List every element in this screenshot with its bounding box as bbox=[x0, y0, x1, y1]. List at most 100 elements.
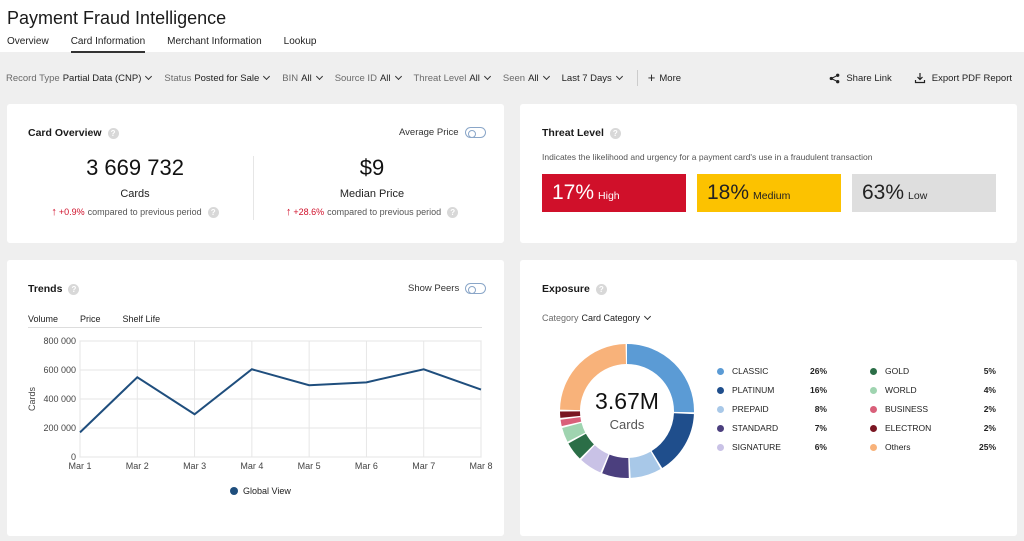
threat-percent: 18% bbox=[707, 181, 750, 204]
legend-label: WORLD bbox=[885, 385, 917, 395]
legend-percent: 2% bbox=[983, 423, 996, 433]
card-overview-title: Card Overview ? bbox=[28, 127, 119, 139]
export-pdf-button[interactable]: Export PDF Report bbox=[914, 72, 1012, 84]
arrow-up-icon: ↑ bbox=[285, 206, 292, 218]
category-dropdown[interactable]: Category Card Category bbox=[542, 312, 652, 323]
filter-date-range[interactable]: Last 7 Days bbox=[562, 72, 623, 84]
median-price-delta: ↑ +28.6% compared to previous period ? bbox=[257, 206, 487, 218]
legend-dot bbox=[717, 386, 724, 394]
help-icon[interactable]: ? bbox=[447, 206, 459, 218]
threat-label: High bbox=[598, 190, 620, 202]
trends-subtabs: Volume Price Shelf Life bbox=[28, 314, 182, 328]
donut-slice[interactable] bbox=[560, 344, 694, 478]
threat-high-box: 17% High bbox=[542, 174, 686, 212]
filter-value: Partial Data (CNP) bbox=[62, 72, 142, 84]
trends-panel bbox=[7, 260, 504, 536]
help-icon[interactable]: ? bbox=[207, 206, 219, 218]
help-icon[interactable]: ? bbox=[609, 127, 621, 139]
subtab-shelf-life[interactable]: Shelf Life bbox=[122, 314, 161, 324]
filter-bin[interactable]: BIN All bbox=[282, 73, 323, 84]
y-axis-label: Cards bbox=[27, 387, 37, 412]
toggle-switch[interactable] bbox=[465, 283, 487, 294]
donut-center-label: Cards bbox=[609, 417, 645, 432]
threat-label: Low bbox=[908, 190, 928, 202]
legend-item: STANDARD bbox=[717, 423, 778, 433]
median-price-metric: $9 Median Price ↑ +28.6% compared to pre… bbox=[257, 155, 487, 218]
more-filters-button[interactable]: + More bbox=[647, 70, 682, 85]
toggle-switch[interactable] bbox=[464, 127, 486, 138]
legend-percent: 8% bbox=[814, 404, 827, 414]
filter-record-type[interactable]: Record Type Partial Data (CNP) bbox=[6, 72, 153, 84]
filter-label: Seen bbox=[502, 72, 526, 84]
threat-level-title: Threat Level ? bbox=[542, 127, 621, 139]
chevron-down-icon bbox=[615, 72, 623, 81]
subtab-price[interactable]: Price bbox=[80, 314, 101, 324]
donut-slice[interactable] bbox=[560, 344, 694, 478]
legend-label: Others bbox=[885, 442, 911, 452]
share-link-button[interactable]: Share Link bbox=[829, 72, 892, 84]
filter-value: All bbox=[379, 72, 391, 84]
threat-percent: 17% bbox=[552, 181, 595, 204]
legend-percent: 5% bbox=[983, 366, 996, 376]
filter-bar: Record Type Partial Data (CNP) Status Po… bbox=[0, 60, 1024, 96]
legend-item: Others bbox=[870, 442, 911, 452]
app-title: Payment Fraud Intelligence bbox=[7, 8, 227, 28]
median-price-label: Median Price bbox=[339, 188, 405, 200]
share-link-label: Share Link bbox=[846, 72, 892, 84]
export-pdf-label: Export PDF Report bbox=[931, 72, 1012, 84]
trends-title: Trends ? bbox=[28, 283, 80, 295]
legend-dot bbox=[870, 424, 877, 432]
arrow-up-icon: ↑ bbox=[51, 206, 57, 218]
show-peers-toggle: Show Peers bbox=[408, 283, 487, 294]
chevron-down-icon bbox=[542, 72, 550, 81]
filter-value: Posted for Sale bbox=[194, 72, 260, 84]
x-tick-label: Mar 3 bbox=[183, 461, 206, 471]
chevron-down-icon bbox=[145, 72, 153, 81]
legend-marker bbox=[230, 487, 238, 495]
tab-merchant-information[interactable]: Merchant Information bbox=[167, 36, 262, 47]
filter-seen[interactable]: Seen All bbox=[502, 72, 550, 84]
subtab-volume[interactable]: Volume bbox=[28, 314, 59, 328]
divider bbox=[636, 70, 638, 86]
chevron-down-icon bbox=[483, 72, 491, 81]
cards-value: 3 669 732 bbox=[86, 155, 184, 180]
legend-dot bbox=[870, 367, 877, 375]
x-tick-label: Mar 5 bbox=[298, 461, 321, 471]
legend-label: PREPAID bbox=[732, 404, 769, 414]
legend-dot bbox=[870, 386, 877, 394]
legend-label: SIGNATURE bbox=[732, 442, 781, 452]
x-tick-label: Mar 6 bbox=[355, 461, 378, 471]
y-tick-label: 600 000 bbox=[43, 365, 76, 375]
legend-dot bbox=[870, 443, 877, 451]
legend-dot bbox=[717, 443, 724, 451]
legend-percent: 26% bbox=[809, 366, 827, 376]
filter-source-id[interactable]: Source ID All bbox=[335, 72, 402, 84]
legend-percent: 7% bbox=[814, 423, 827, 433]
filter-status[interactable]: Status Posted for Sale bbox=[164, 72, 271, 84]
median-price-value: $9 bbox=[359, 155, 385, 180]
tab-lookup[interactable]: Lookup bbox=[283, 36, 317, 47]
tab-overview[interactable]: Overview bbox=[7, 36, 49, 47]
legend-item: SIGNATURE bbox=[717, 442, 781, 452]
threat-level-description: Indicates the likelihood and urgency for… bbox=[542, 152, 873, 162]
help-icon[interactable]: ? bbox=[107, 127, 119, 139]
threat-level-title-text: Threat Level bbox=[542, 127, 604, 139]
filter-threat-level[interactable]: Threat Level All bbox=[414, 72, 491, 84]
threat-label: Medium bbox=[753, 190, 791, 202]
share-icon bbox=[829, 73, 840, 83]
y-tick-label: 200 000 bbox=[43, 423, 76, 433]
help-icon[interactable]: ? bbox=[68, 283, 80, 295]
more-label: More bbox=[659, 72, 682, 84]
threat-level-panel bbox=[520, 104, 1017, 243]
plus-icon: + bbox=[647, 70, 656, 85]
legend-label: CLASSIC bbox=[732, 366, 769, 376]
delta-percent: +28.6% bbox=[293, 207, 325, 217]
help-icon[interactable]: ? bbox=[595, 283, 607, 295]
legend-dot bbox=[717, 424, 724, 432]
legend-item: GOLD bbox=[870, 366, 909, 376]
category-value: Card Category bbox=[581, 313, 641, 323]
tab-card-information[interactable]: Card Information bbox=[70, 36, 146, 53]
legend-item: CLASSIC bbox=[717, 366, 768, 376]
legend-dot bbox=[717, 367, 724, 375]
legend-dot bbox=[717, 405, 724, 413]
